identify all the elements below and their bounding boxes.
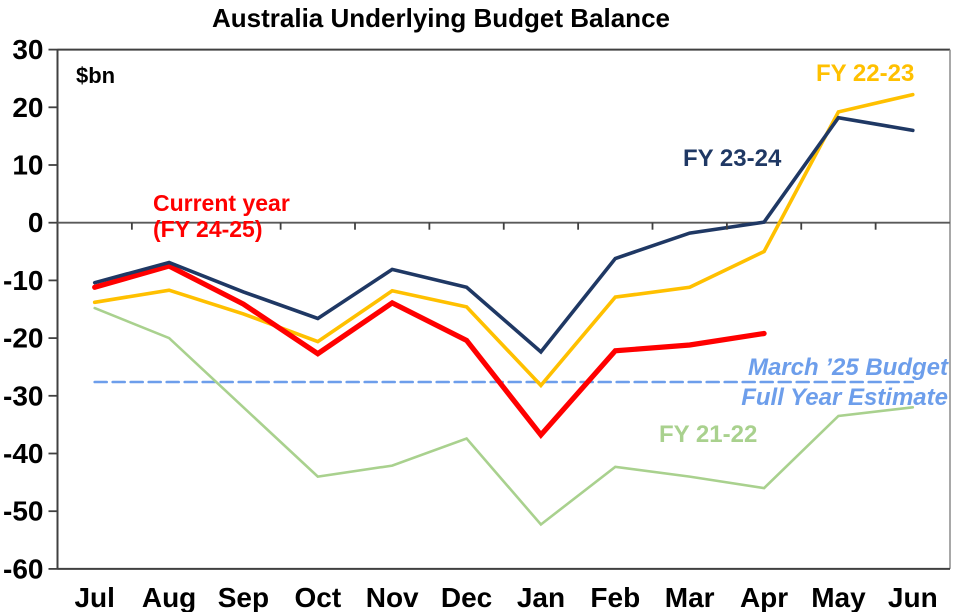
x-axis-month-label: Sep: [218, 582, 269, 612]
x-axis-month-label: Nov: [366, 582, 419, 612]
annotation-march-25-budget-estimate: March ’25 Budget: [748, 354, 949, 381]
chart-title: Australia Underlying Budget Balance: [212, 3, 670, 33]
plot-frame: [56, 48, 951, 570]
annotation-current-year: (FY 24-25): [153, 216, 263, 242]
series-line-fy-21-22: [93, 306, 915, 527]
series-lines: [92, 92, 915, 527]
y-axis-tick-label: 20: [12, 92, 43, 123]
x-axis-month-label: May: [811, 582, 866, 612]
annotation-march-25-budget-estimate: Full Year Estimate: [741, 384, 948, 411]
x-axis-month-label: Oct: [294, 582, 341, 612]
y-axis-tick-label: -30: [3, 380, 43, 411]
y-axis-tick-label: 0: [28, 207, 44, 238]
y-axis-tick-label: 30: [12, 34, 43, 65]
annotation-fy-22-23: FY 22-23: [816, 60, 914, 87]
series-line-current-year-fy-24-25: [92, 263, 767, 440]
x-axis-month-label: Jul: [74, 582, 114, 612]
y-axis-tick-label: 10: [12, 150, 43, 181]
annotation-fy-23-24: FY 23-24: [683, 145, 782, 172]
y-axis-tick-label: -50: [3, 496, 43, 527]
x-axis-month-label: Apr: [740, 582, 788, 612]
axes: 30 20 10 0 -10 -20 -30 -40 -50 -60 Jul Aug Sep Oct Nov…: [3, 34, 938, 612]
y-axis-tick-label: -10: [3, 265, 43, 296]
x-axis-month-label: Jun: [888, 582, 938, 612]
y-axis-tick-label: -40: [3, 438, 43, 469]
x-axis-month-label: Feb: [590, 582, 640, 612]
y-axis-tick-label: -20: [3, 323, 43, 354]
x-axis-month-label: Mar: [665, 582, 715, 612]
annotation-fy-21-22: FY 21-22: [659, 421, 757, 448]
y-axis-tick-label: -60: [3, 553, 43, 584]
x-axis-month-label: Aug: [142, 582, 196, 612]
y-axis-units-label: $bn: [76, 63, 115, 88]
x-axis-month-label: Jan: [517, 582, 565, 612]
annotation-current-year: Current year: [153, 190, 290, 216]
series-line-fy-23-24: [92, 115, 915, 355]
annotations: Current year(FY 24-25) FY 23-24 FY 22-23 FY…: [153, 60, 949, 448]
x-axis-month-label: Dec: [441, 582, 492, 612]
series-line-fy-22-23: [92, 92, 915, 389]
